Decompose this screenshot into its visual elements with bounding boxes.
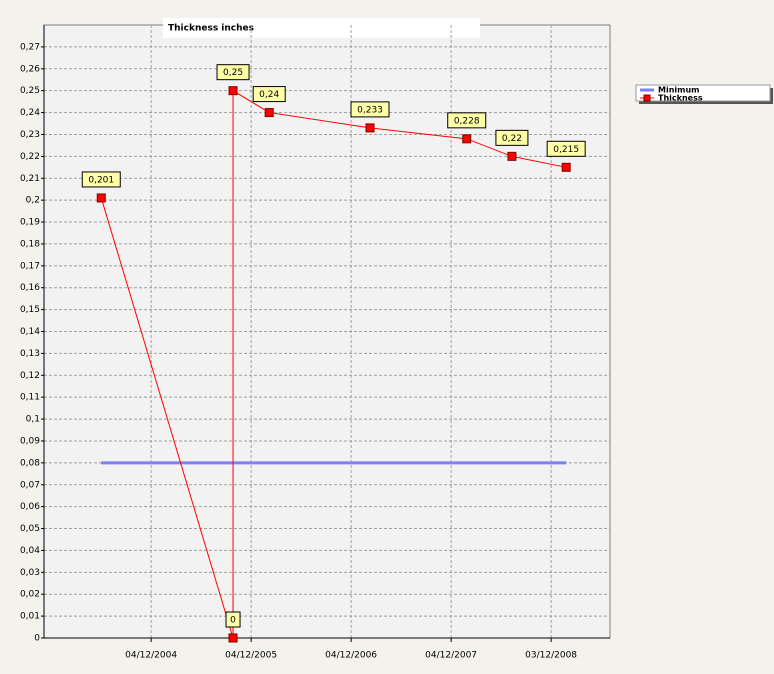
point [228, 633, 238, 643]
data-label: 0,22 [502, 134, 522, 144]
y-tick-label: 0,04 [20, 546, 40, 556]
x-tick-label: 04/12/2007 [425, 651, 477, 661]
data-label: 0,233 [357, 105, 383, 115]
x-tick-label: 03/12/2008 [525, 651, 577, 661]
legend-label: Thickness [658, 94, 703, 103]
y-tick-label: 0,26 [20, 64, 40, 74]
y-tick-label: 0,23 [20, 130, 40, 140]
data-label: 0,24 [259, 90, 279, 100]
y-tick-label: 0,09 [20, 436, 40, 446]
data-label: 0,201 [88, 175, 114, 185]
x-tick-label: 04/12/2004 [125, 651, 177, 661]
y-tick-label: 0,2 [26, 196, 40, 206]
y-tick-label: 0,16 [20, 283, 40, 293]
chart-title: Thickness inches [168, 24, 254, 34]
y-tick-label: 0,15 [20, 305, 40, 315]
data-label-box [546, 140, 586, 157]
x-tick-label: 04/12/2005 [225, 651, 277, 661]
y-tick-label: 0,18 [20, 239, 40, 249]
y-tick-label: 0,02 [20, 590, 40, 600]
point [561, 162, 571, 172]
legend-box [635, 84, 771, 102]
data-label: 0,215 [553, 145, 579, 155]
data-label: 0,228 [454, 116, 480, 126]
data-label: 0 [230, 616, 236, 626]
x-tick-label: 04/12/2006 [325, 651, 377, 661]
y-tick-label: 0,11 [20, 393, 40, 403]
y-tick-label: 0,08 [20, 458, 40, 468]
point [365, 123, 375, 133]
data-label-box [447, 112, 487, 129]
data-label-box [81, 171, 121, 188]
point [264, 108, 274, 118]
y-tick-label: 0,05 [20, 524, 40, 534]
legend-label: Minimum [658, 86, 700, 95]
y-tick-label: 0,24 [20, 108, 40, 118]
data-label-box [495, 129, 529, 146]
y-tick-label: 0,27 [20, 42, 40, 52]
y-tick-label: 0,19 [20, 218, 40, 228]
y-tick-label: 0,12 [20, 371, 40, 381]
data-label-box [350, 101, 390, 118]
data-label-box [252, 86, 286, 103]
y-tick-label: 0,07 [20, 480, 40, 490]
y-tick-label: 0 [34, 634, 40, 644]
y-tick-label: 0,1 [26, 415, 40, 425]
title-box [163, 18, 480, 38]
point [96, 193, 106, 203]
data-label: 0,25 [223, 68, 243, 78]
y-tick-label: 0,13 [20, 349, 40, 359]
point [462, 134, 472, 144]
legend-marker [643, 94, 651, 102]
y-tick-label: 0,01 [20, 612, 40, 622]
y-tick-label: 0,14 [20, 327, 40, 337]
y-tick-label: 0,25 [20, 86, 40, 96]
series-line [100, 89, 567, 639]
y-tick-label: 0,06 [20, 502, 40, 512]
point [228, 86, 238, 96]
y-tick-label: 0,22 [20, 152, 40, 162]
y-tick-label: 0,21 [20, 174, 40, 184]
y-tick-label: 0,03 [20, 568, 40, 578]
point [507, 151, 517, 161]
data-label-box [225, 611, 241, 628]
y-tick-label: 0,17 [20, 261, 40, 271]
data-label-box [216, 64, 250, 81]
